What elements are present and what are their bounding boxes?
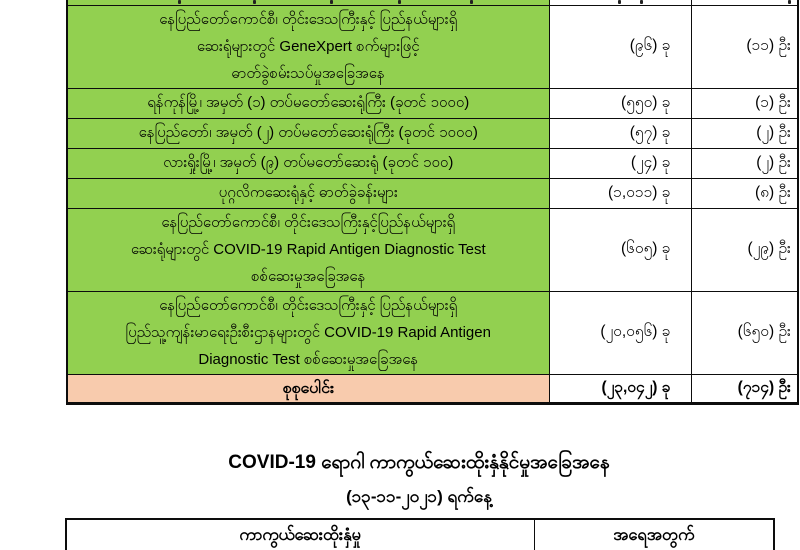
persons-value: (၂) ဦး <box>690 117 799 149</box>
vaccination-date-line: (၁၃-၁၁-၂၀၂၁) ရက်နေ့ <box>346 487 492 506</box>
row-label-private-labs: ပုဂ္ဂလိကဆေးရုံနှင့် ဓာတ်ခွဲခန်းများ <box>66 177 550 209</box>
tests-value: (၉၆) ခု <box>548 4 692 89</box>
table-row: နေပြည်တော်ကောင်စီ၊ တိုင်းဒေသကြီးနှင့် ပြ… <box>66 4 799 89</box>
row-label-naypyidaw-hospital: နေပြည်တော်၊ အမှတ် (၂) တပ်မတော်ဆေးရုံကြီး… <box>66 117 550 149</box>
tests-value: (၅၅၀) ခု <box>548 87 692 119</box>
vaccination-header-count: အရေအတွက် <box>533 518 775 550</box>
label-line: နေပြည်တော်ကောင်စီ၊ တိုင်းဒေသကြီးနှင့်ပြည… <box>161 214 456 231</box>
clipped-text-fragment <box>253 0 256 4</box>
total-tests-value: (၂၃,၀၄၂) ခု <box>548 373 692 405</box>
label-line: ဓာတ်ခွဲစမ်းသပ်မှုအခြေအနေ <box>231 65 385 82</box>
total-persons-value: (၇၁၄) ဦး <box>690 373 799 405</box>
persons-value: (၁၁) ဦး <box>690 4 799 89</box>
row-label-genexpert: နေပြည်တော်ကောင်စီ၊ တိုင်းဒေသကြီးနှင့် ပြ… <box>66 4 550 89</box>
table-row: နေပြည်တော်၊ အမှတ် (၂) တပ်မတော်ဆေးရုံကြီး… <box>66 117 799 149</box>
label-line: နေပြည်တော်ကောင်စီ၊ တိုင်းဒေသကြီးနှင့် ပြ… <box>159 11 458 28</box>
tests-value: (၂၀,၀၅၆) ခု <box>548 290 692 375</box>
tests-value: (၅၇) ခု <box>548 117 692 149</box>
table-row: လားရှိုးမြို့၊ အမှတ် (၉) တပ်မတော်ဆေးရုံ … <box>66 147 799 179</box>
clipped-text-fragment <box>617 0 621 4</box>
clipped-text-fragment <box>178 0 181 4</box>
row-label-rdt-hospitals: နေပြည်တော်ကောင်စီ၊ တိုင်းဒေသကြီးနှင့်ပြည… <box>66 207 550 292</box>
clipped-text-fragment <box>470 0 473 4</box>
persons-value: (၈) ဦး <box>690 177 799 209</box>
persons-value: (၆၅၀) ဦး <box>690 290 799 375</box>
clipped-row-tests-cell <box>548 0 692 6</box>
clipped-row <box>66 0 799 6</box>
table-row: ပုဂ္ဂလိကဆေးရုံနှင့် ဓာတ်ခွဲခန်းများ (၁,၀… <box>66 177 799 209</box>
label-line: ဆေးရုံများတွင် COVID-19 Rapid Antigen Di… <box>130 241 486 258</box>
row-label-lashio-hospital: လားရှိုးမြို့၊ အမှတ် (၉) တပ်မတော်ဆေးရုံ … <box>66 147 550 179</box>
table-row: နေပြည်တော်ကောင်စီ၊ တိုင်းဒေသကြီးနှင့်ပြည… <box>66 207 799 292</box>
label-line: နေပြည်တော်ကောင်စီ၊ တိုင်းဒေသကြီးနှင့် ပြ… <box>159 297 458 314</box>
label-line: ပြည်သူ့ကျန်းမာရေးဦးစီးဌာနများတွင် COVID-… <box>125 324 491 341</box>
vaccination-table: ကာကွယ်ဆေးထိုးနှံမှု အရေအတွက် <box>65 518 775 550</box>
total-row: စုစုပေါင်း (၂၃,၀၄၂) ခု (၇၁၄) ဦး <box>66 373 799 405</box>
persons-value: (၂၉) ဦး <box>690 207 799 292</box>
label-line: စစ်ဆေးမှုအခြေအနေ <box>251 268 366 285</box>
tests-value: (၁,၀၁၁) ခု <box>548 177 692 209</box>
label-line: Diagnostic Test စစ်ဆေးမှုအခြေအနေ <box>198 351 419 368</box>
label-line: ဆေးရုံများတွင် GeneXpert စက်များဖြင့် <box>196 38 420 55</box>
clipped-text-fragment <box>330 0 333 4</box>
row-label-yangon-hospital: ရန်ကုန်မြို့၊ အမှတ် (၁) တပ်မတော်ဆေးရုံကြ… <box>66 87 550 119</box>
persons-value: (၁) ဦး <box>690 87 799 119</box>
vaccination-header-row: ကာကွယ်ဆေးထိုးနှံမှု အရေအတွက် <box>65 518 775 550</box>
covid-testing-table: နေပြည်တော်ကောင်စီ၊ တိုင်းဒေသကြီးနှင့် ပြ… <box>66 0 799 405</box>
tests-value: (၆၀၅) ခု <box>548 207 692 292</box>
vaccination-header-label: ကာကွယ်ဆေးထိုးနှံမှု <box>65 518 535 550</box>
clipped-text-fragment <box>787 0 791 4</box>
total-label: စုစုပေါင်း <box>66 373 550 405</box>
clipped-row-label-cell <box>66 0 550 6</box>
table-row: နေပြည်တော်ကောင်စီ၊ တိုင်းဒေသကြီးနှင့် ပြ… <box>66 290 799 375</box>
clipped-text-fragment <box>639 0 643 4</box>
row-label-rdt-public-health: နေပြည်တော်ကောင်စီ၊ တိုင်းဒေသကြီးနှင့် ပြ… <box>66 290 550 375</box>
clipped-text-fragment <box>398 0 401 4</box>
clipped-row-count-cell <box>690 0 799 6</box>
table-row: ရန်ကုန်မြို့၊ အမှတ် (၁) တပ်မတော်ဆေးရုံကြ… <box>66 87 799 119</box>
persons-value: (၂) ဦး <box>690 147 799 179</box>
vaccination-section-title: COVID-19 ရောဂါ ကာကွယ်ဆေးထိုးနှံနိုင်မှုအ… <box>228 452 610 473</box>
tests-value: (၂၄) ခု <box>548 147 692 179</box>
